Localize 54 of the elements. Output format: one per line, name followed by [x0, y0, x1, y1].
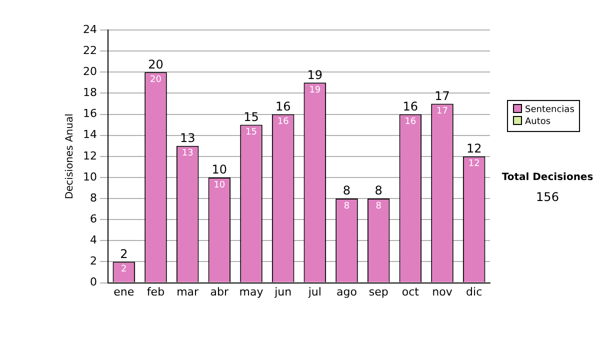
x-tick-label: dic [466, 285, 482, 298]
legend-label: Sentencias [524, 104, 574, 116]
y-tick-label: 20 [82, 64, 97, 78]
y-tick-label: 2 [90, 254, 97, 268]
x-tick-label: nov [432, 285, 453, 298]
text: Total Decisiones [500, 172, 594, 183]
data-label: 12 [468, 159, 480, 170]
x-tick-label: abr [210, 285, 230, 298]
y-tick-label: 6 [90, 212, 97, 226]
data-label: 10 [214, 180, 226, 190]
total-label: 8 [374, 184, 382, 198]
y-tick-label: 16 [82, 107, 97, 120]
x-tick-label: may [239, 285, 264, 298]
data-label: 19 [309, 86, 321, 96]
total-label: 16 [402, 99, 418, 114]
total-label: 10 [212, 162, 228, 177]
data-label: 17 [436, 106, 448, 117]
y-axis-title: Decisiones Anual [64, 114, 76, 200]
total-label: 12 [466, 142, 482, 156]
x-tick-label: ene [114, 285, 134, 298]
y-tick-label: 8 [90, 191, 97, 204]
x-tick-label: jul [307, 285, 322, 298]
total-label: 15 [244, 110, 259, 124]
data-label: 15 [246, 128, 257, 138]
total-label: 8 [342, 184, 351, 198]
y-tick-label: 18 [82, 86, 97, 100]
x-tick-label: sep [368, 285, 388, 298]
total-label: 20 [148, 57, 164, 72]
x-tick-label: jun [274, 285, 292, 298]
total-label: 19 [307, 68, 323, 82]
data-label: 16 [404, 117, 416, 128]
y-tick-label: 14 [82, 128, 97, 142]
x-tick-label: ago [336, 285, 358, 298]
x-tick-label: mar [176, 285, 200, 298]
data-label: 8 [344, 201, 350, 212]
total-label: 17 [434, 88, 450, 103]
x-tick-label: oct [402, 285, 420, 298]
data-label: 2 [121, 264, 127, 275]
total-label: 2 [120, 246, 128, 261]
data-label: 8 [376, 201, 382, 212]
data-label: 16 [277, 117, 290, 128]
total-label: 16 [275, 99, 291, 114]
legend-label: Autos [524, 116, 552, 128]
y-tick-label: 10 [82, 170, 97, 184]
total-label: 13 [180, 130, 196, 145]
data-label: 20 [150, 74, 162, 85]
y-tick-label: 12 [82, 149, 97, 162]
y-tick-label: 4 [90, 234, 97, 247]
x-tick-label: feb [146, 285, 165, 298]
text: 156 [535, 190, 560, 204]
y-tick-label: 0 [90, 276, 97, 289]
y-tick-label: 24 [82, 22, 97, 36]
y-tick-label: 22 [82, 44, 97, 57]
data-label: 13 [182, 148, 194, 159]
